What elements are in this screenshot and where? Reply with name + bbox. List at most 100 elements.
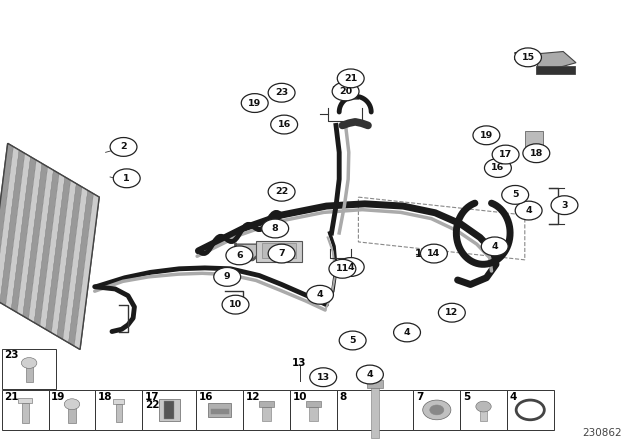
Text: 21: 21 — [344, 74, 357, 83]
Circle shape — [241, 94, 268, 112]
Circle shape — [484, 159, 511, 177]
Text: 19: 19 — [51, 392, 65, 401]
Bar — [536, 66, 575, 74]
Bar — [196, 390, 243, 430]
Text: 23: 23 — [275, 88, 288, 97]
Text: 10: 10 — [292, 392, 307, 401]
Bar — [116, 404, 122, 422]
Text: 13: 13 — [292, 358, 307, 368]
Circle shape — [515, 48, 541, 67]
Text: 230862: 230862 — [582, 428, 622, 438]
Text: 6: 6 — [236, 251, 243, 260]
Circle shape — [262, 219, 289, 238]
Text: 3: 3 — [566, 201, 573, 211]
Text: 18: 18 — [98, 392, 113, 401]
Text: 7: 7 — [278, 249, 285, 258]
Text: 16: 16 — [278, 120, 291, 129]
Text: 4: 4 — [404, 328, 410, 337]
Bar — [164, 401, 174, 419]
Text: 4: 4 — [509, 392, 517, 401]
Bar — [19, 398, 33, 403]
Circle shape — [481, 237, 508, 256]
Text: 12: 12 — [246, 392, 260, 401]
Text: 17: 17 — [499, 150, 512, 159]
Circle shape — [268, 182, 295, 201]
Circle shape — [214, 267, 241, 286]
Text: 2: 2 — [120, 142, 127, 151]
Text: 13: 13 — [317, 373, 330, 382]
Bar — [340, 89, 358, 99]
Bar — [259, 401, 275, 407]
Polygon shape — [0, 143, 13, 299]
Text: 23: 23 — [4, 350, 19, 360]
Polygon shape — [74, 194, 99, 349]
Bar — [306, 401, 321, 407]
Text: 10: 10 — [229, 300, 242, 309]
Circle shape — [516, 400, 545, 420]
Bar — [262, 407, 271, 421]
Text: 15: 15 — [522, 53, 534, 62]
Circle shape — [337, 69, 364, 88]
Circle shape — [329, 259, 356, 278]
Bar — [367, 380, 383, 388]
Bar — [256, 241, 302, 262]
Circle shape — [268, 244, 295, 263]
Text: 9: 9 — [224, 272, 230, 281]
Circle shape — [430, 405, 444, 415]
Circle shape — [113, 169, 140, 188]
Circle shape — [523, 144, 550, 163]
Text: 16: 16 — [492, 164, 504, 172]
Text: 5: 5 — [349, 336, 356, 345]
Circle shape — [222, 295, 249, 314]
Text: 20: 20 — [331, 86, 345, 96]
Text: 18: 18 — [530, 149, 543, 158]
Bar — [159, 399, 179, 421]
Text: 21: 21 — [4, 392, 19, 401]
Text: 11: 11 — [336, 264, 349, 273]
Text: 8: 8 — [339, 392, 346, 401]
Bar — [525, 131, 543, 152]
Circle shape — [423, 400, 451, 420]
Circle shape — [337, 258, 364, 276]
Bar — [2, 349, 56, 389]
Polygon shape — [57, 184, 82, 340]
Circle shape — [271, 115, 298, 134]
Polygon shape — [63, 187, 88, 343]
Circle shape — [394, 323, 420, 342]
Bar — [68, 404, 76, 423]
Polygon shape — [538, 52, 576, 69]
Bar — [95, 390, 142, 430]
Text: 16: 16 — [199, 392, 214, 401]
Text: 1: 1 — [115, 174, 122, 184]
Text: 19: 19 — [480, 131, 493, 140]
Circle shape — [492, 145, 519, 164]
Bar — [142, 390, 196, 430]
Bar — [243, 390, 290, 430]
Text: 22: 22 — [145, 400, 159, 409]
Text: 4: 4 — [317, 290, 323, 299]
Text: 4: 4 — [348, 263, 354, 271]
Circle shape — [226, 246, 253, 265]
Text: 14: 14 — [415, 249, 429, 258]
Text: 14: 14 — [428, 249, 440, 258]
Bar — [290, 390, 337, 430]
Polygon shape — [0, 150, 25, 306]
Text: 15: 15 — [513, 52, 527, 62]
Text: 22: 22 — [275, 187, 288, 196]
Circle shape — [268, 83, 295, 102]
Bar — [309, 407, 317, 421]
Text: 4: 4 — [492, 242, 498, 251]
Text: 17: 17 — [145, 392, 159, 401]
Bar — [413, 390, 460, 430]
Circle shape — [356, 365, 383, 384]
Text: 1: 1 — [124, 174, 130, 183]
Bar — [460, 390, 507, 430]
Text: 7: 7 — [416, 392, 424, 401]
Text: 19: 19 — [248, 99, 261, 108]
Bar — [337, 390, 413, 430]
Text: 4: 4 — [367, 370, 373, 379]
Bar — [22, 403, 29, 423]
Circle shape — [110, 138, 137, 156]
Bar — [507, 390, 554, 430]
Text: 9: 9 — [215, 274, 223, 284]
